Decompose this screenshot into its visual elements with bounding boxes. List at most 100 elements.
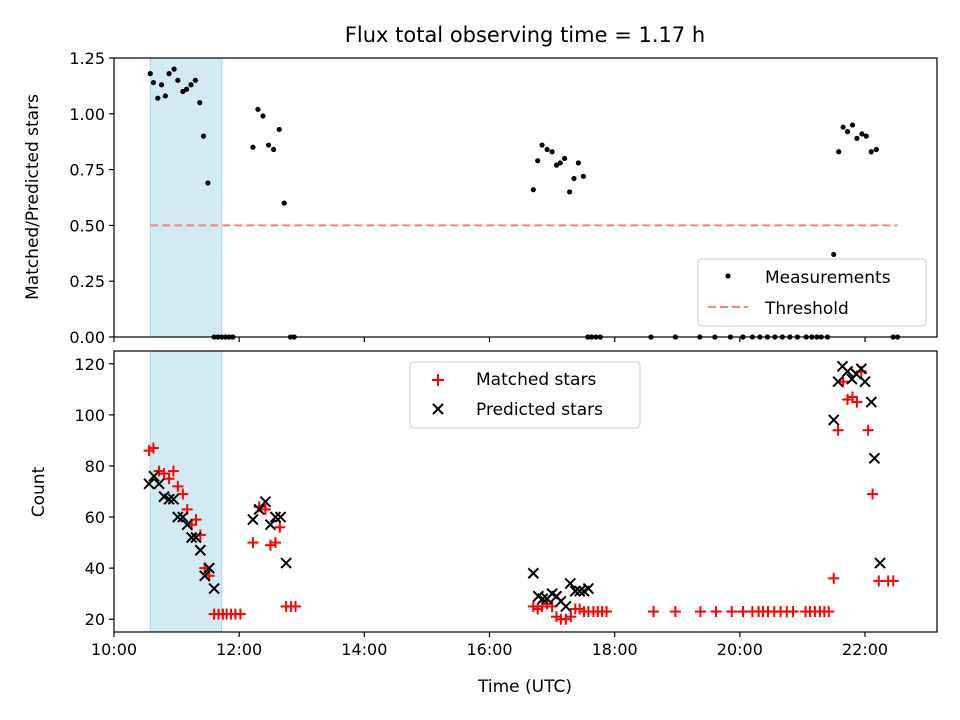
y-tick-label: 0.75: [69, 161, 105, 180]
legend-measurements-label: Measurements: [765, 268, 891, 288]
y-tick-label: 20: [85, 610, 105, 629]
predicted-star-point: [177, 511, 189, 523]
predicted-star-point: [264, 519, 277, 531]
measurement-point: [571, 175, 577, 182]
matched-star-point: [158, 468, 170, 480]
measurement-point: [557, 160, 563, 166]
matched-star-point: [873, 575, 885, 587]
x-tick-label: 22:00: [842, 640, 888, 659]
legend-matched-marker: [432, 374, 444, 386]
matched-star-point: [647, 606, 659, 618]
predicted-star-point: [181, 519, 193, 531]
measurement-point: [544, 146, 550, 153]
top-plot-marks: [147, 66, 901, 340]
y-tick-label: 0.00: [69, 328, 105, 347]
x-tick-label: 10:00: [91, 640, 137, 659]
measurement-point: [200, 133, 207, 139]
measurement-point: [873, 146, 879, 153]
shaded-interval-rect: [149, 350, 223, 633]
measurement-point: [575, 160, 581, 166]
measurement-point: [147, 71, 153, 77]
y-tick-label: 60: [85, 508, 105, 527]
y-tick-label: 120: [74, 355, 105, 374]
matched-star-point: [560, 613, 572, 625]
x-tick-label: 16:00: [466, 640, 512, 659]
measurement-point: [197, 100, 203, 106]
measurement-point: [859, 131, 865, 137]
measurement-point: [868, 149, 874, 155]
matched-star-point: [710, 606, 722, 618]
top-panel: 0.00 0.25 0.50 0.75 1.00 1.25 Matched/Predict…: [23, 49, 938, 347]
y-tick-label: 1.25: [69, 49, 105, 68]
measurement-point: [158, 82, 165, 88]
measurement-point: [192, 77, 198, 83]
y-tick-label: 0.50: [69, 216, 105, 235]
predicted-star-point: [194, 544, 207, 556]
measurement-point: [562, 155, 568, 162]
measurement-point: [250, 144, 256, 150]
y-tick-label: 100: [74, 406, 105, 425]
y-tick-label: 0.25: [69, 272, 105, 291]
predicted-star-point: [582, 582, 595, 595]
bottom-axes-frame: [113, 350, 938, 633]
predicted-star-point: [148, 470, 160, 482]
y-tick-label: 80: [85, 457, 105, 476]
measurement-point: [166, 71, 172, 77]
legend-measurements-marker: [725, 273, 731, 279]
matched-star-point: [867, 488, 879, 500]
predicted-star-point: [190, 531, 202, 544]
predicted-star-point: [167, 493, 180, 505]
matched-star-point: [694, 606, 706, 618]
predicted-star-point: [269, 511, 282, 523]
matched-star-point: [259, 503, 271, 515]
measurement-point: [281, 200, 287, 206]
matched-star-point: [167, 465, 179, 477]
y-tick-label: 40: [85, 559, 105, 578]
bottom-axes-ticks: 20 40 60 80 100 120 10:00 12:00 14:00 16:00 18:00 2…: [74, 355, 888, 659]
predicted-star-point: [280, 557, 292, 569]
predicted-star-point: [560, 600, 572, 613]
measurement-point: [270, 146, 277, 153]
legend-threshold-label: Threshold: [764, 299, 849, 319]
predicted-star-point: [832, 375, 844, 388]
predicted-star-point: [859, 375, 871, 388]
matched-star-point: [177, 488, 189, 500]
predicted-star-point: [143, 478, 155, 490]
bottom-y-axis-label: Count: [29, 466, 49, 517]
measurement-point: [844, 129, 851, 135]
predicted-star-point: [828, 414, 840, 426]
measurement-point: [188, 82, 194, 88]
x-tick-label: 14:00: [341, 640, 387, 659]
measurement-point: [265, 142, 272, 148]
legend-matched-label: Matched stars: [476, 370, 596, 390]
predicted-star-point: [527, 567, 540, 579]
matched-star-point: [669, 606, 681, 618]
measurement-point: [205, 180, 211, 186]
bottom-panel: 20 40 60 80 100 120 10:00 12:00 14:00 16:00 18:00 2…: [29, 350, 938, 697]
x-tick-label: 18:00: [592, 640, 638, 659]
matched-star-point: [289, 600, 301, 612]
measurement-point: [553, 162, 560, 168]
matched-star-point: [190, 514, 202, 526]
matched-star-point: [153, 465, 165, 477]
measurement-point: [863, 133, 869, 139]
matched-star-point: [823, 606, 835, 618]
measurement-point: [276, 126, 282, 133]
measurement-point: [854, 135, 860, 141]
matched-star-point: [832, 424, 844, 436]
matched-star-point: [887, 575, 899, 587]
predicted-star-point: [865, 396, 877, 408]
predicted-star-point: [247, 513, 259, 526]
measurement-point: [162, 93, 168, 99]
matched-star-point: [787, 606, 799, 618]
x-axis-label: Time (UTC): [477, 677, 572, 697]
bottom-legend: Matched stars Predicted stars: [409, 361, 641, 429]
predicted-star-point: [564, 577, 576, 590]
matched-star-point: [842, 394, 854, 406]
measurement-point: [567, 189, 573, 195]
matched-star-point: [194, 529, 206, 541]
measurement-point: [171, 66, 177, 72]
predicted-star-point: [569, 585, 581, 597]
matched-star-point: [234, 608, 246, 620]
